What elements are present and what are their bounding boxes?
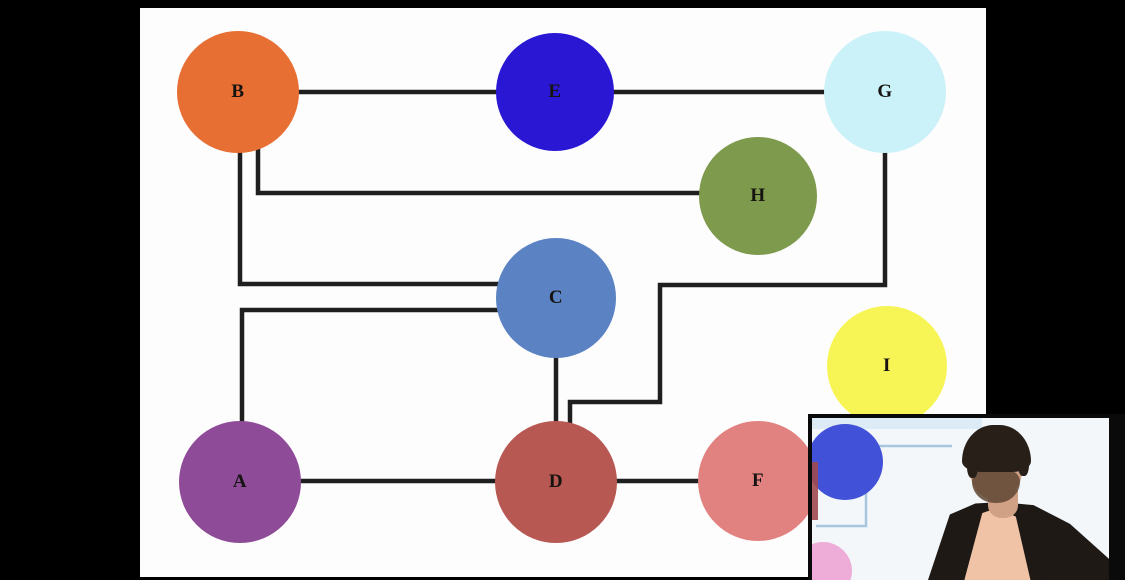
video-right-strip: [1109, 418, 1125, 580]
speaker-figure: [812, 418, 1125, 580]
video-content: [812, 418, 1125, 580]
node-label: E: [548, 81, 562, 102]
node-B: B: [177, 31, 299, 153]
node-F: F: [698, 421, 818, 541]
node-E: E: [496, 33, 614, 151]
screen-glare: [812, 418, 982, 429]
node-label: G: [877, 81, 893, 102]
letterbox-top: [0, 0, 1125, 8]
letterbox-left: [0, 0, 140, 580]
node-G: G: [824, 31, 946, 153]
node-label: I: [883, 355, 891, 376]
node-A: A: [179, 421, 301, 543]
node-C: C: [496, 238, 616, 358]
speaker-hair-right: [1018, 448, 1029, 476]
speaker-hair-left: [967, 450, 978, 478]
node-H: H: [699, 137, 817, 255]
speaker-video-overlay: [808, 414, 1125, 580]
speaker-beard: [972, 470, 1020, 503]
video-blue-circle: [812, 424, 883, 500]
node-label: H: [750, 185, 766, 206]
node-D: D: [495, 421, 617, 543]
node-label: D: [548, 471, 564, 492]
node-label: B: [231, 81, 245, 102]
letterbox-bottom: [0, 577, 1125, 580]
node-label: C: [548, 287, 564, 308]
node-label: A: [232, 471, 248, 492]
stage-left-strip: [812, 462, 818, 520]
node-label: F: [751, 470, 765, 491]
node-I: I: [827, 306, 947, 426]
